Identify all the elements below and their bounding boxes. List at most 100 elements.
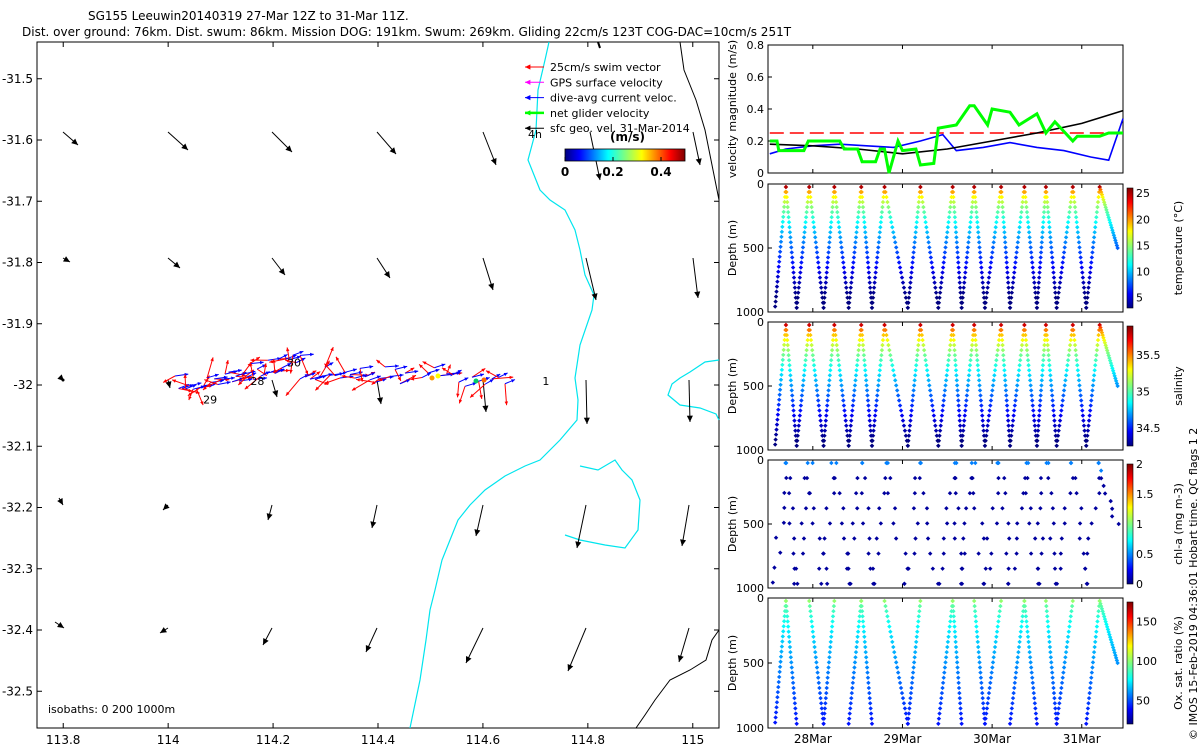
colorbar-tick-label: 2 <box>1136 458 1143 471</box>
profile-point <box>1009 295 1014 300</box>
profile-point <box>907 285 913 290</box>
profile-point <box>978 675 984 680</box>
profile-point <box>910 260 915 265</box>
profile-point <box>962 280 967 285</box>
profile-point <box>821 300 827 305</box>
profile-point <box>859 184 864 190</box>
geostrophic-vector <box>365 627 378 653</box>
profile-point <box>924 225 929 230</box>
profile-point <box>788 655 794 660</box>
profile-point <box>956 680 961 686</box>
profile-point <box>1003 388 1009 393</box>
swim-vector <box>471 368 486 378</box>
profile-point <box>867 285 873 290</box>
profile-point <box>977 660 982 665</box>
profile-point <box>948 342 953 348</box>
profile-point <box>978 393 983 398</box>
profile-point <box>857 337 862 343</box>
profile-point <box>1047 644 1053 650</box>
profile-point <box>885 614 890 619</box>
profile-point <box>925 373 931 378</box>
geostrophic-vector <box>271 257 286 276</box>
profile-point <box>1067 624 1072 629</box>
profile-point <box>847 300 852 305</box>
profile-point <box>877 506 882 511</box>
profile-point <box>792 701 798 706</box>
profile-point <box>980 285 986 290</box>
profile-point <box>983 438 988 443</box>
profile-point <box>948 337 954 343</box>
profile-point <box>998 184 1004 190</box>
profile-point <box>1059 265 1065 270</box>
profile-point <box>953 225 958 230</box>
profile-point <box>779 367 785 373</box>
profile-point <box>980 275 985 280</box>
profile-point <box>953 220 958 225</box>
profile-point <box>941 536 946 541</box>
profile-point <box>1031 275 1037 280</box>
profile-point <box>957 285 963 290</box>
profile-point <box>808 614 814 619</box>
profile-point <box>1070 184 1075 190</box>
profile-point <box>1076 235 1081 240</box>
profile-point <box>1038 506 1043 511</box>
profile-point <box>821 551 826 556</box>
profile-point <box>854 639 860 645</box>
isobath-0m-south <box>635 629 720 729</box>
profile-point <box>1057 695 1063 701</box>
profile-point <box>983 716 988 721</box>
profile-point <box>933 428 939 433</box>
profile-point <box>792 280 797 285</box>
profile-point <box>1086 695 1092 701</box>
profile-point <box>989 670 994 675</box>
profile-point <box>1020 199 1025 205</box>
profile-point <box>1024 347 1030 353</box>
profile-point <box>1050 398 1055 403</box>
profile-point <box>1016 368 1022 373</box>
profile-point <box>966 373 972 378</box>
profile-point <box>1024 619 1029 624</box>
profile-point <box>788 373 793 378</box>
profile-point <box>1015 240 1021 245</box>
profile-point <box>962 413 967 418</box>
profile-point <box>1051 408 1056 413</box>
profile-point <box>890 639 895 645</box>
profile-point <box>790 675 795 680</box>
profile-point <box>956 403 961 408</box>
profile-point <box>800 383 806 388</box>
profile-point <box>818 423 824 428</box>
profile-point <box>956 398 961 403</box>
profile-point <box>817 408 822 413</box>
profile-point <box>1047 225 1052 230</box>
swim-vector <box>446 364 451 375</box>
profile-point <box>774 422 780 427</box>
profile-point <box>837 368 842 373</box>
profile-point <box>963 270 968 275</box>
dive-avg-current-vector <box>354 374 367 379</box>
profile-point <box>1044 189 1049 195</box>
profile-point <box>1032 285 1038 290</box>
profile-point <box>907 428 912 433</box>
profile-point <box>1002 368 1007 373</box>
profile-point <box>1001 363 1007 368</box>
profile-point <box>982 721 988 726</box>
profile-point <box>1113 378 1119 384</box>
profile-point <box>1000 209 1006 215</box>
profile-point <box>986 418 991 423</box>
profile-point <box>951 619 957 624</box>
geostrophic-vector <box>376 379 383 405</box>
profile-point <box>772 442 778 447</box>
profile-point <box>953 230 959 235</box>
profile-point <box>1018 214 1024 220</box>
profile-point <box>1005 581 1011 586</box>
profile-point <box>807 598 812 604</box>
profile-point <box>772 304 778 309</box>
profile-point <box>866 685 872 691</box>
profile-point <box>828 230 833 235</box>
profile-point <box>989 255 994 260</box>
profile-point <box>803 358 808 363</box>
profile-point <box>1044 603 1049 609</box>
geostrophic-vector <box>583 379 590 425</box>
profile-point <box>1036 423 1041 428</box>
